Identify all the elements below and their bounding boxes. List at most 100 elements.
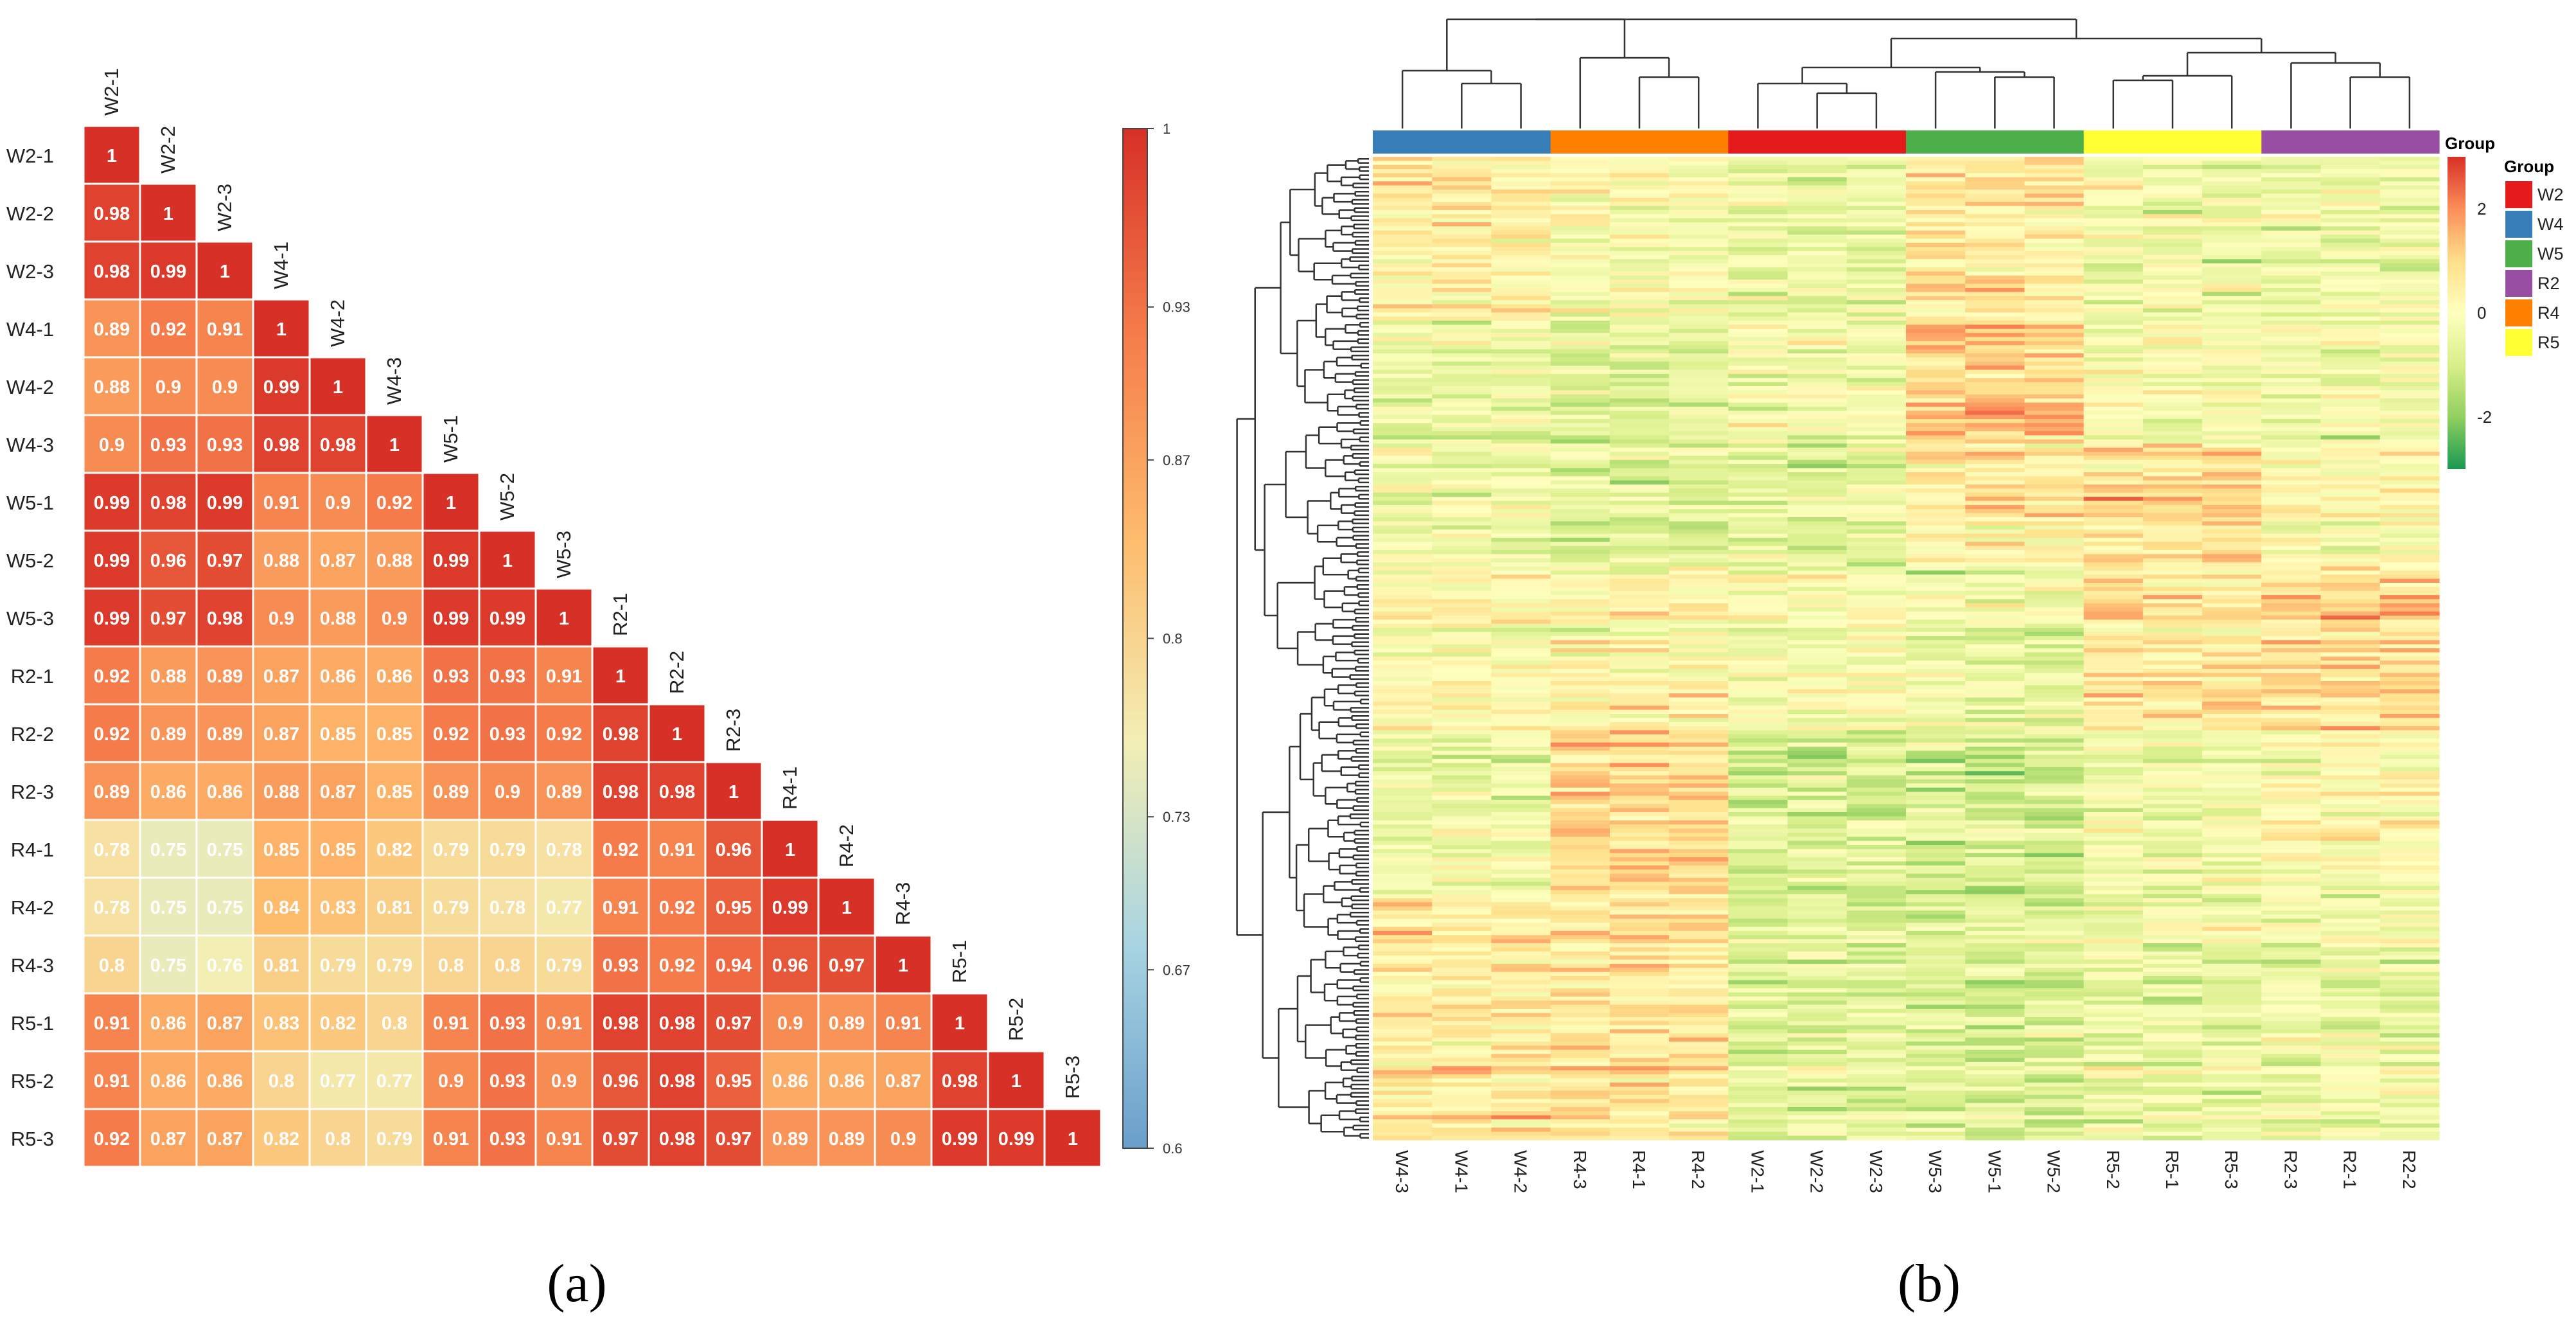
expr-cell xyxy=(1965,685,2025,690)
expr-cell xyxy=(1491,845,1551,849)
expr-cell xyxy=(1906,529,1966,535)
expr-cell xyxy=(1609,590,1670,596)
expr-cell xyxy=(1965,689,2025,694)
expr-cell xyxy=(2083,386,2144,391)
expr-cell xyxy=(1491,161,1551,166)
expr-cell xyxy=(1432,439,1492,444)
expr-cell xyxy=(2379,369,2440,375)
expr-cell xyxy=(1609,898,1670,903)
expr-cell xyxy=(2202,587,2262,592)
expr-cell xyxy=(1491,456,1551,461)
corr-value: 0.9 xyxy=(777,1013,803,1034)
corr-cell xyxy=(139,992,198,1052)
expr-cell xyxy=(1906,488,1966,493)
expr-cell xyxy=(2320,1004,2381,1009)
expr-cell xyxy=(2379,513,2440,518)
expr-cell xyxy=(1491,292,1551,297)
expr-cell xyxy=(1550,927,1610,932)
expr-cell xyxy=(1609,910,1670,915)
expr-cell xyxy=(1846,525,1907,530)
expr-cell xyxy=(1432,366,1492,371)
expr-cell xyxy=(1906,726,1966,731)
corr-value: 0.87 xyxy=(320,782,356,803)
expr-cell xyxy=(2379,164,2440,170)
expr-cell xyxy=(1550,423,1610,428)
expr-cell xyxy=(1550,324,1610,330)
expr-cell xyxy=(1550,959,1610,964)
expr-cell xyxy=(1728,935,1788,940)
expr-cell xyxy=(2202,726,2262,731)
expr-cell xyxy=(1491,771,1551,776)
expr-cell xyxy=(1609,787,1670,792)
corr-value: 0.86 xyxy=(320,666,356,687)
expr-cell xyxy=(1491,767,1551,772)
expr-cell xyxy=(2379,611,2440,616)
expr-cell xyxy=(2261,611,2322,616)
expr-cell xyxy=(1846,402,1907,407)
expr-cell xyxy=(1787,865,1848,870)
expr-cell xyxy=(1550,353,1610,358)
expr-cell xyxy=(1373,570,1433,575)
expr-cell xyxy=(1432,775,1492,780)
corr-value: 0.98 xyxy=(659,1071,695,1092)
expr-cell xyxy=(2024,689,2085,694)
expr-cell xyxy=(1965,632,2025,637)
expr-cell xyxy=(2202,312,2262,317)
expr-cell xyxy=(2202,185,2262,190)
expr-cell xyxy=(1787,423,1848,428)
expr-cell xyxy=(1491,402,1551,407)
expr-cell xyxy=(2261,767,2322,772)
expr-cell xyxy=(1728,312,1788,317)
expr-cell xyxy=(2142,898,2203,903)
expr-cell xyxy=(2142,1021,2203,1026)
expr-cell xyxy=(1550,193,1610,199)
expr-cell xyxy=(2202,595,2262,600)
expr-cell xyxy=(2379,1000,2440,1006)
expr-cell xyxy=(2142,324,2203,330)
expr-cell xyxy=(1669,894,1729,899)
expr-cell xyxy=(2320,517,2381,522)
corr-cell xyxy=(365,876,424,937)
expr-cell xyxy=(2261,308,2322,313)
expr-cell xyxy=(1787,869,1848,875)
expr-cell xyxy=(1669,509,1729,514)
corr-value: 0.89 xyxy=(829,1129,865,1150)
expr-cell xyxy=(2142,951,2203,956)
expr-cell xyxy=(1669,251,1729,256)
expr-cell xyxy=(1432,583,1492,587)
expr-cell xyxy=(2261,292,2322,297)
expr-cell xyxy=(1609,349,1670,354)
expr-cell xyxy=(2024,849,2085,854)
expr-cell xyxy=(1491,300,1551,305)
expr-cell xyxy=(2379,730,2440,735)
expr-cell xyxy=(2024,853,2085,858)
expr-cell xyxy=(2202,435,2262,440)
corr-cell xyxy=(139,645,198,706)
expr-cell xyxy=(1906,1021,1966,1026)
expr-cell xyxy=(2083,853,2144,858)
expr-cell xyxy=(1373,816,1433,821)
expr-cell xyxy=(1491,492,1551,497)
expr-cell xyxy=(1787,963,1848,968)
expr-cell xyxy=(1846,775,1907,780)
expr-cell xyxy=(1906,349,1966,354)
expr-cell xyxy=(2024,714,2085,718)
expr-cell xyxy=(2083,910,2144,915)
expr-cell xyxy=(1906,787,1966,792)
expr-cell xyxy=(1965,546,2025,551)
expr-cell xyxy=(1550,546,1610,551)
expr-cell xyxy=(1609,730,1670,735)
expr-cell xyxy=(1491,271,1551,276)
expr-cell xyxy=(2024,464,2085,469)
expr-cell xyxy=(2142,361,2203,366)
expr-cell xyxy=(2261,779,2322,784)
expr-cell xyxy=(2083,164,2144,170)
expr-cell xyxy=(2024,1017,2085,1022)
expr-cell xyxy=(2379,566,2440,571)
expr-cell xyxy=(2379,366,2440,371)
expr-cell xyxy=(1373,799,1433,804)
expr-cell xyxy=(1669,378,1729,383)
expr-cell xyxy=(1373,304,1433,309)
expr-cell xyxy=(2142,468,2203,473)
expr-cell xyxy=(1906,685,1966,690)
